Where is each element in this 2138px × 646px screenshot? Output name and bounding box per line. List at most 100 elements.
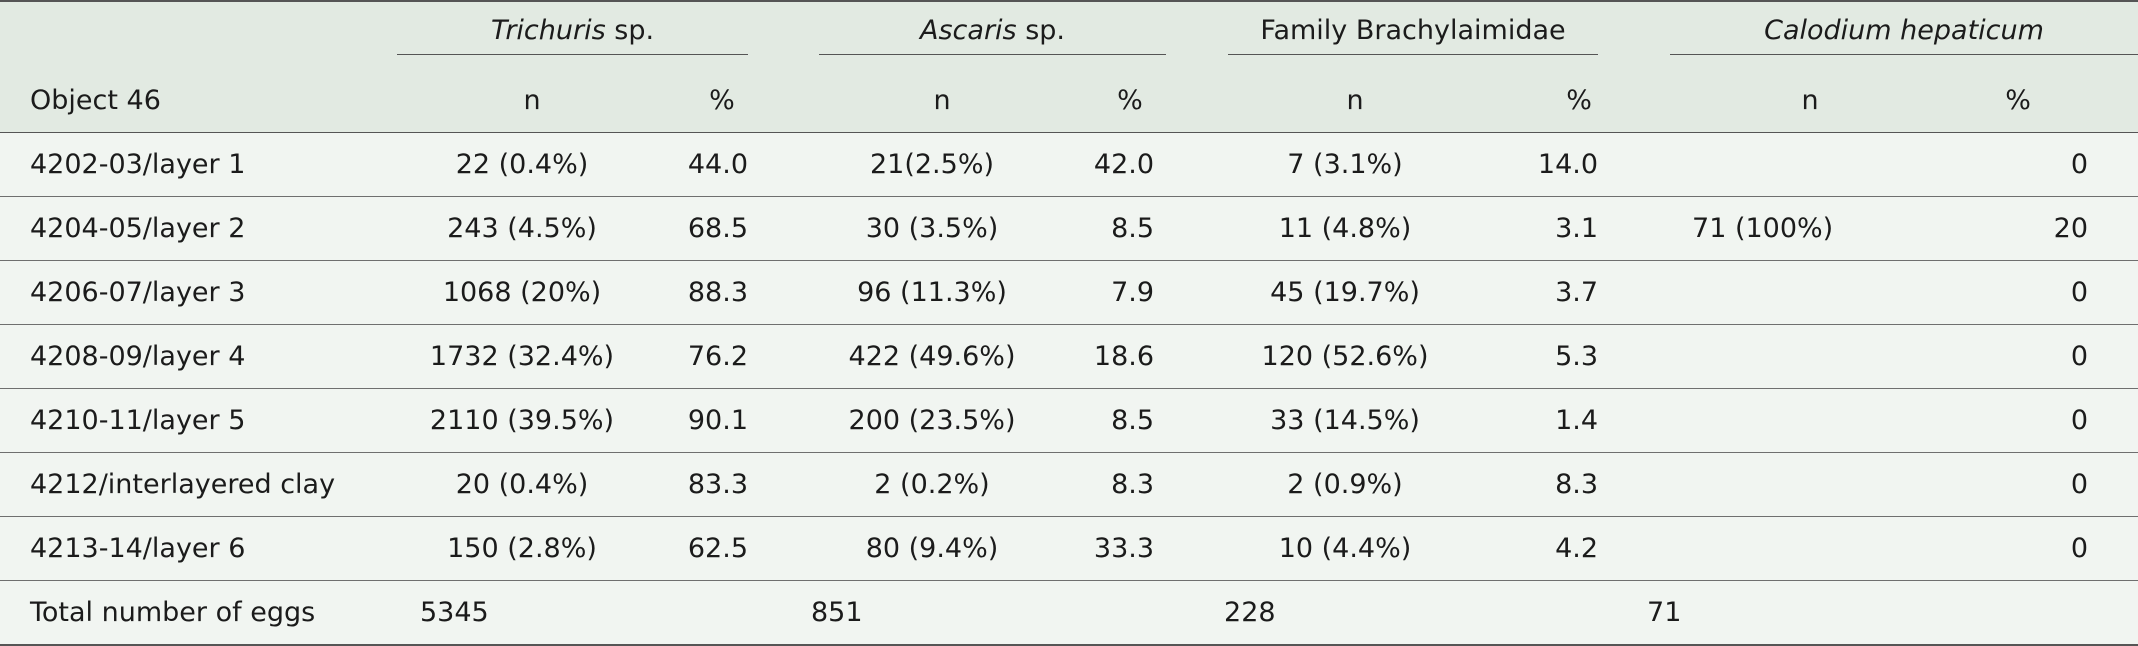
table-row: 4204-05/layer 2 243 (4.5%) 68.5 30 (3.5%… — [0, 196, 2138, 261]
cell-trichuris-pct: 68.5 — [687, 213, 748, 244]
cell-brachylaimidae-n: 10 (4.4%) — [1278, 533, 1412, 564]
cell-brachylaimidae-pct: 4.2 — [1555, 533, 1599, 564]
cell-brachylaimidae-n: 7 (3.1%) — [1287, 149, 1403, 180]
total-empty-cell — [1052, 581, 1178, 646]
group-name-suffix: sp. — [605, 15, 655, 46]
cell-ascaris-n: 21(2.5%) — [869, 149, 995, 180]
cell-ascaris-n: 80 (9.4%) — [865, 533, 999, 564]
cell-trichuris-n: 22 (0.4%) — [455, 149, 589, 180]
subheader-pct: % — [709, 84, 735, 116]
cell-ascaris-pct: 8.5 — [1111, 405, 1155, 436]
total-row: Total number of eggs 5345 851 228 71 — [0, 580, 2138, 646]
cell-ascaris-pct: 18.6 — [1093, 341, 1155, 372]
cell-ascaris-n: 200 (23.5%) — [848, 405, 1016, 436]
cell-trichuris-n: 150 (2.8%) — [447, 533, 597, 564]
group-header-trichuris: Trichuris sp. — [372, 1, 772, 68]
cell-trichuris-pct: 62.5 — [687, 533, 748, 564]
group-italic-name: Ascaris — [920, 15, 1017, 46]
cell-brachylaimidae-n: 120 (52.6%) — [1261, 341, 1429, 372]
corner-label: Object 46 — [30, 84, 161, 116]
cell-trichuris-pct: 90.1 — [687, 405, 748, 436]
row-label: 4213-14/layer 6 — [30, 533, 246, 564]
cell-calodium-n: 71 (100%) — [1692, 213, 1834, 244]
cell-trichuris-n: 1068 (20%) — [442, 277, 602, 308]
total-calodium: 71 — [1647, 597, 1682, 628]
cell-calodium-pct: 0 — [2070, 277, 2089, 308]
group-header-calodium: Calodium hepaticum — [1622, 1, 2138, 68]
cell-brachylaimidae-pct: 8.3 — [1555, 469, 1599, 500]
cell-brachylaimidae-n: 11 (4.8%) — [1278, 213, 1412, 244]
table-row: 4213-14/layer 6 150 (2.8%) 62.5 80 (9.4%… — [0, 516, 2138, 581]
row-label: 4204-05/layer 2 — [30, 213, 246, 244]
table-row: 4208-09/layer 4 1732 (32.4%) 76.2 422 (4… — [0, 324, 2138, 389]
cell-brachylaimidae-pct: 14.0 — [1537, 149, 1599, 180]
cell-brachylaimidae-n: 33 (14.5%) — [1270, 405, 1420, 436]
total-empty-cell — [1472, 581, 1622, 646]
cell-calodium-pct: 0 — [2070, 149, 2089, 180]
cell-trichuris-pct: 88.3 — [687, 277, 748, 308]
cell-trichuris-n: 20 (0.4%) — [455, 469, 589, 500]
group-header-brachylaimidae: Family Brachylaimidae — [1178, 1, 1622, 68]
cell-calodium-n — [1622, 389, 1868, 453]
cell-brachylaimidae-pct: 5.3 — [1555, 341, 1599, 372]
row-label: 4208-09/layer 4 — [30, 341, 246, 372]
table-row: 4210-11/layer 5 2110 (39.5%) 90.1 200 (2… — [0, 388, 2138, 453]
cell-ascaris-pct: 33.3 — [1093, 533, 1155, 564]
cell-calodium-pct: 0 — [2070, 341, 2089, 372]
cell-ascaris-pct: 7.9 — [1111, 277, 1155, 308]
cell-calodium-n — [1622, 453, 1868, 517]
cell-calodium-n — [1622, 325, 1868, 389]
row-label: 4206-07/layer 3 — [30, 277, 246, 308]
header-group-row: Trichuris sp. Ascaris sp. Family Brachyl… — [0, 1, 2138, 68]
subheader-n: n — [1346, 84, 1364, 116]
cell-calodium-pct: 20 — [2053, 213, 2089, 244]
table-row: 4202-03/layer 1 22 (0.4%) 44.0 21(2.5%) … — [0, 132, 2138, 197]
subheader-pct: % — [1117, 84, 1143, 116]
total-label: Total number of eggs — [30, 597, 316, 628]
subheader-pct: % — [1566, 84, 1592, 116]
cell-calodium-n — [1622, 133, 1868, 197]
cell-trichuris-n: 2110 (39.5%) — [429, 405, 615, 436]
table-row: 4212/interlayered clay 20 (0.4%) 83.3 2 … — [0, 452, 2138, 517]
total-empty-cell — [1868, 581, 2138, 646]
cell-calodium-pct: 0 — [2070, 405, 2089, 436]
header-empty-cell — [0, 1, 372, 68]
cell-trichuris-pct: 83.3 — [687, 469, 748, 500]
cell-ascaris-n: 2 (0.2%) — [874, 469, 990, 500]
total-empty-cell — [632, 581, 772, 646]
cell-brachylaimidae-n: 2 (0.9%) — [1287, 469, 1403, 500]
cell-brachylaimidae-pct: 1.4 — [1555, 405, 1599, 436]
cell-ascaris-pct: 42.0 — [1093, 149, 1155, 180]
cell-trichuris-pct: 44.0 — [687, 149, 748, 180]
cell-trichuris-n: 1732 (32.4%) — [429, 341, 615, 372]
table-row: 4206-07/layer 3 1068 (20%) 88.3 96 (11.3… — [0, 260, 2138, 325]
group-header-ascaris: Ascaris sp. — [772, 1, 1178, 68]
cell-ascaris-n: 96 (11.3%) — [857, 277, 1007, 308]
cell-brachylaimidae-n: 45 (19.7%) — [1270, 277, 1420, 308]
cell-calodium-n — [1622, 517, 1868, 581]
header-sub-row: Object 46 n % n % n % n % — [0, 68, 2138, 133]
group-italic-name: Calodium hepaticum — [1764, 15, 2044, 46]
subheader-n: n — [523, 84, 541, 116]
total-ascaris: 851 — [811, 597, 863, 628]
row-label: 4212/interlayered clay — [30, 469, 336, 500]
row-label: 4202-03/layer 1 — [30, 149, 246, 180]
group-italic-name: Trichuris — [490, 15, 606, 46]
group-name-suffix: sp. — [1016, 15, 1065, 46]
cell-trichuris-n: 243 (4.5%) — [447, 213, 597, 244]
cell-brachylaimidae-pct: 3.1 — [1555, 213, 1599, 244]
row-label: 4210-11/layer 5 — [30, 405, 246, 436]
subheader-pct: % — [2005, 84, 2031, 116]
group-name-text: Family Brachylaimidae — [1260, 15, 1566, 46]
cell-calodium-pct: 0 — [2070, 533, 2089, 564]
subheader-n: n — [1801, 84, 1819, 116]
subheader-n: n — [933, 84, 951, 116]
cell-brachylaimidae-pct: 3.7 — [1555, 277, 1599, 308]
total-trichuris: 5345 — [420, 597, 489, 628]
cell-ascaris-n: 422 (49.6%) — [848, 341, 1016, 372]
cell-ascaris-pct: 8.5 — [1111, 213, 1155, 244]
total-brachylaimidae: 228 — [1224, 597, 1276, 628]
cell-calodium-n — [1622, 261, 1868, 325]
